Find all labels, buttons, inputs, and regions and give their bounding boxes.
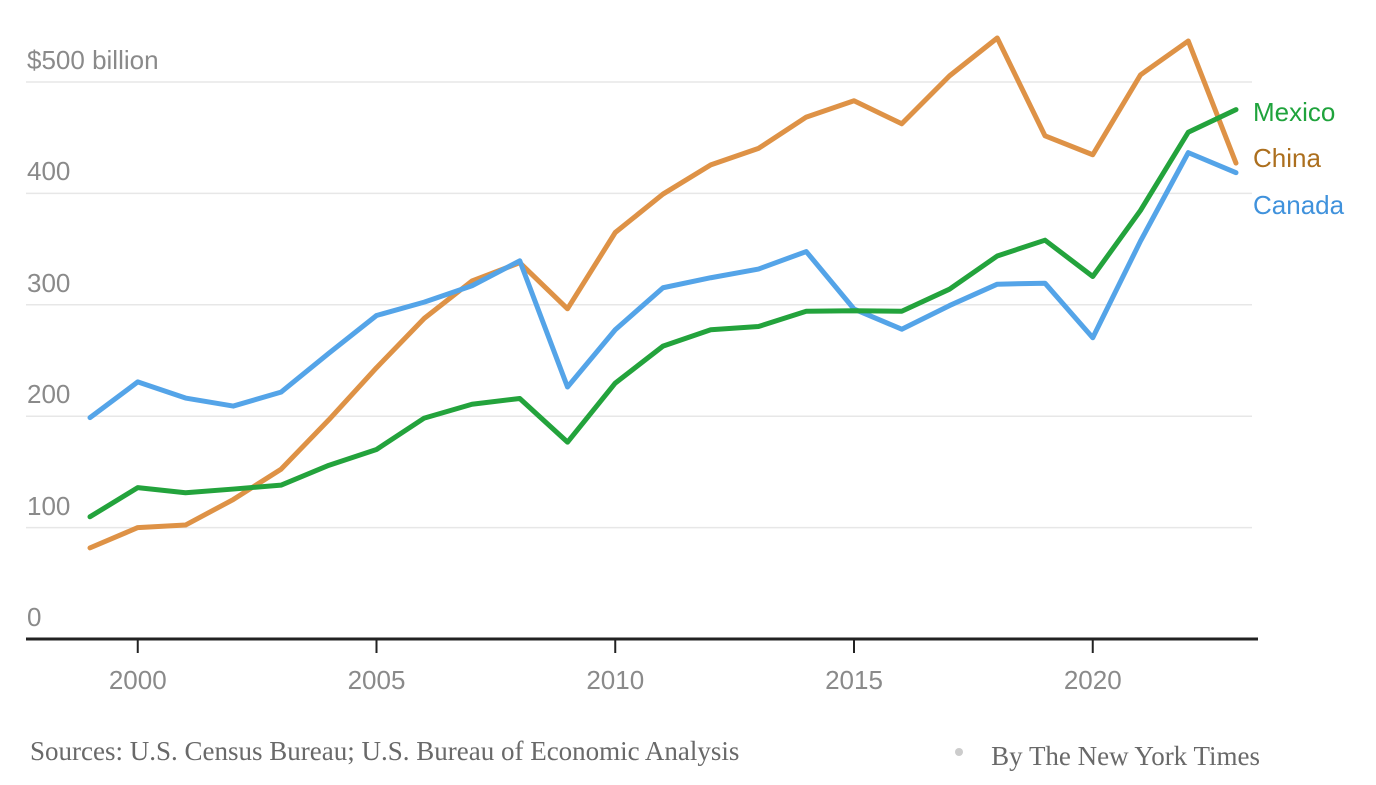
y-axis-label-400: 400 <box>27 156 71 187</box>
y-axis-label-200: 200 <box>27 379 71 410</box>
line-china <box>87 35 1239 551</box>
x-axis-label-2020: 2020 <box>1063 665 1122 695</box>
line-canada <box>87 150 1239 421</box>
dot-icon <box>955 748 964 756</box>
byline-text: By The New York Times <box>991 740 1260 771</box>
legend-canada: Canada <box>1253 190 1345 220</box>
y-axis-label-500: $500 billion <box>27 45 159 75</box>
x-axis-label-2015: 2015 <box>825 665 883 695</box>
legend-mexico: Mexico <box>1253 97 1336 127</box>
footer: Sources: U.S. Census Bureau; U.S. Bureau… <box>30 736 1260 772</box>
y-axis-label-300: 300 <box>27 267 71 298</box>
legend-china: China <box>1253 143 1321 173</box>
x-axis-label-2005: 2005 <box>347 665 406 695</box>
sources-text: Sources: U.S. Census Bureau; U.S. Bureau… <box>30 736 740 766</box>
x-axis-label-2010: 2010 <box>586 665 645 695</box>
y-axis-label-0: 0 <box>27 602 42 632</box>
x-axis-label-2000: 2000 <box>108 665 167 695</box>
y-axis-label-100: 100 <box>27 490 71 521</box>
line-mexico <box>87 107 1239 520</box>
footer-right: By The New York Times <box>955 741 1260 772</box>
